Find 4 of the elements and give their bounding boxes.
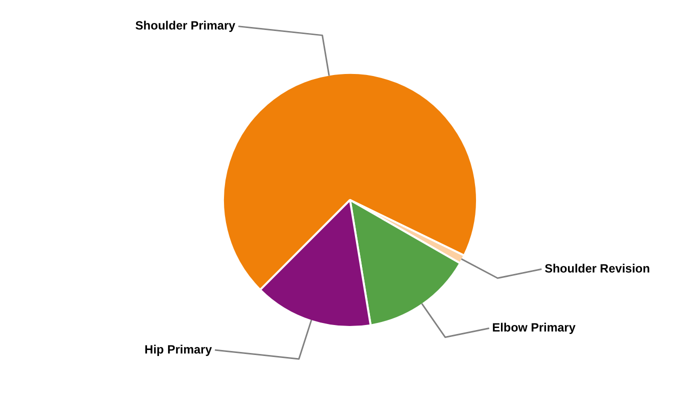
slice-label: Elbow Primary [492, 320, 576, 335]
slice-label: Shoulder Revision [544, 261, 650, 276]
slice-label: Hip Primary [144, 342, 212, 356]
slice-label: Shoulder Primary [135, 18, 236, 33]
